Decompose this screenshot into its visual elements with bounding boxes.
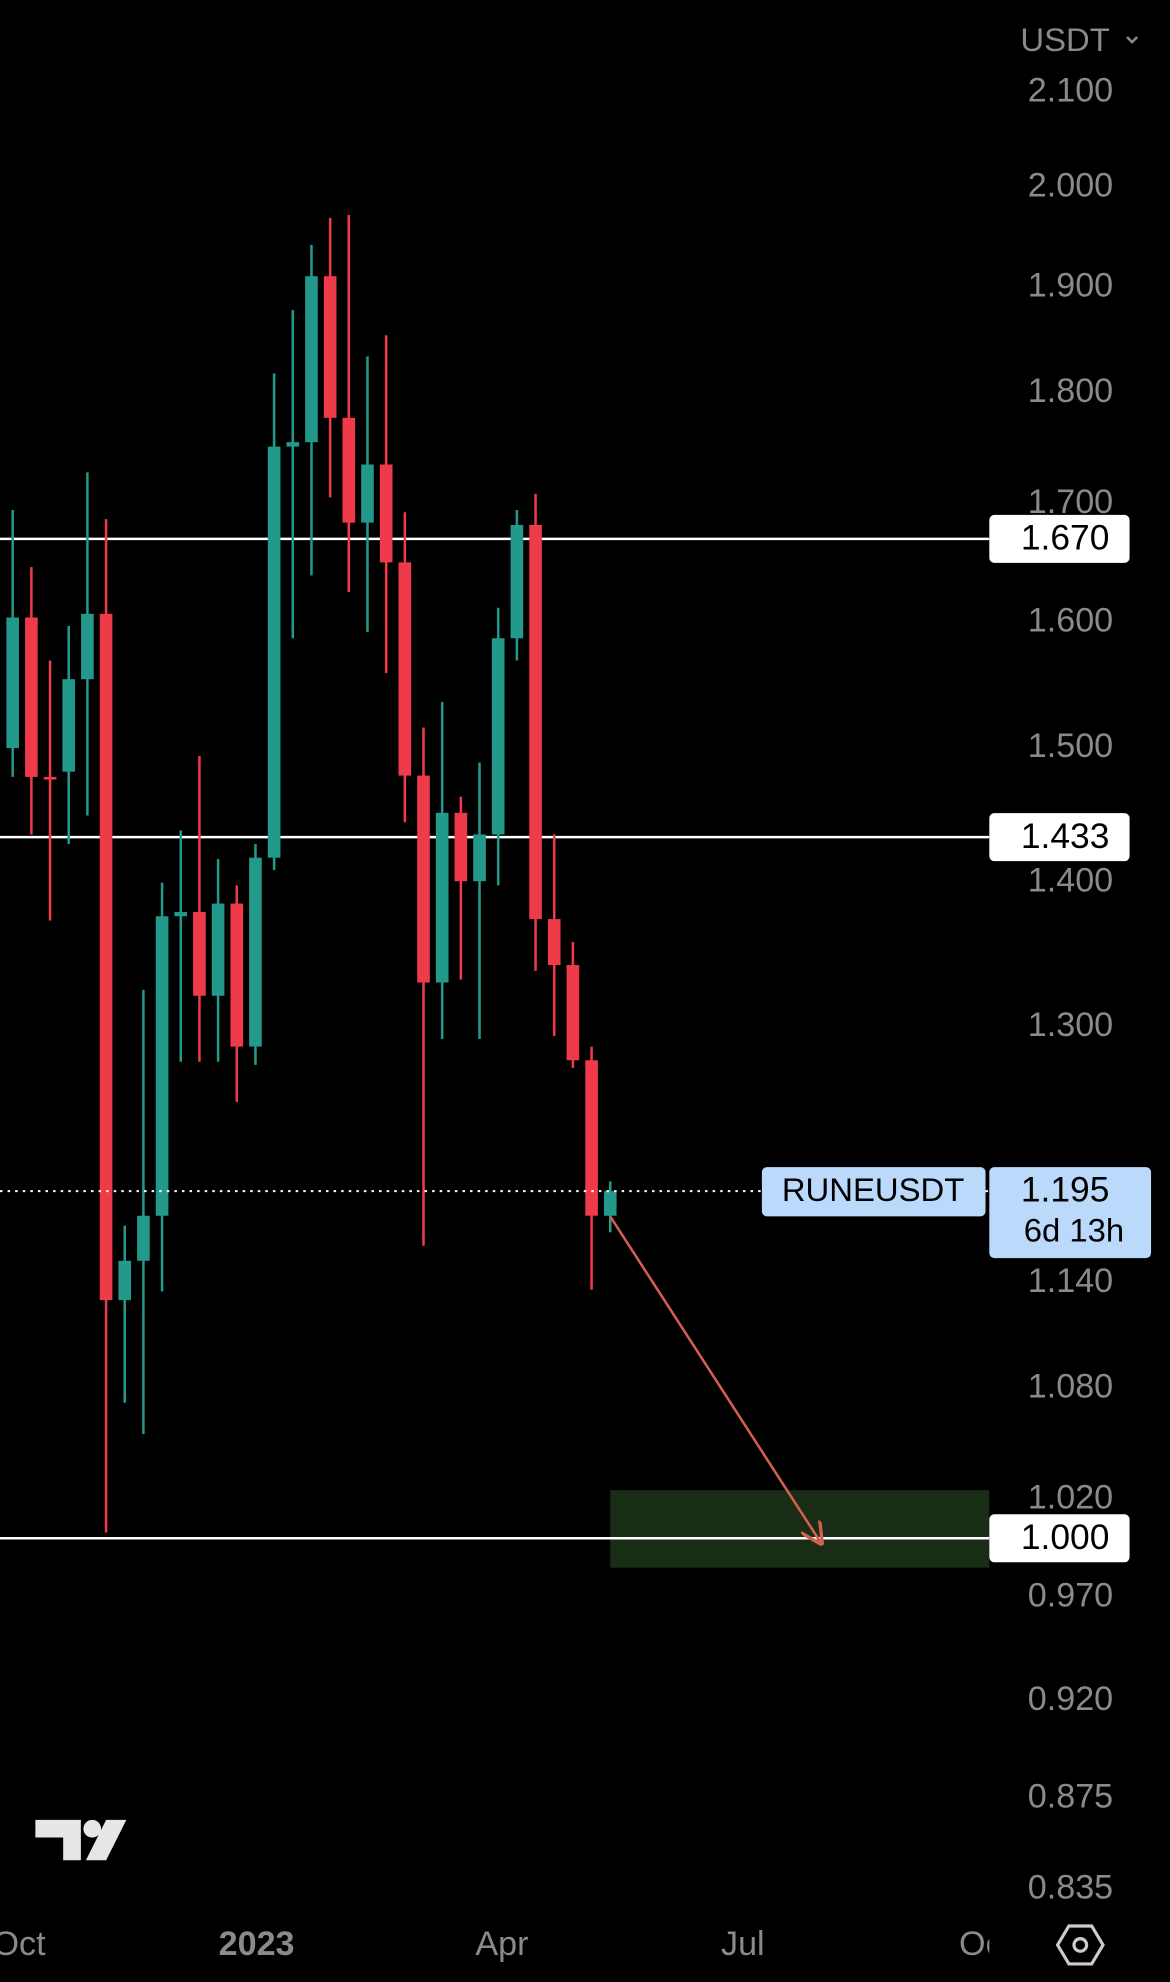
candle-body (286, 442, 300, 447)
currency-label[interactable]: USDT (1020, 21, 1109, 58)
candle-body (305, 276, 318, 443)
x-tick-label: Oct (959, 1925, 1013, 1963)
countdown-label: 6d 13h (1024, 1211, 1124, 1248)
price-label: 1.195 (1021, 1171, 1110, 1210)
candle-body (193, 912, 206, 996)
symbol-label: RUNEUSDT (782, 1171, 964, 1208)
level-label-box (989, 813, 1130, 862)
level-label-box (989, 514, 1130, 563)
candle-body (417, 775, 430, 983)
candle-body (155, 916, 169, 1216)
x-tick-label: Oct (0, 1925, 46, 1963)
candle-body (566, 965, 580, 1061)
candle-body (6, 617, 20, 749)
y-tick-label: 0.920 (1028, 1680, 1113, 1718)
level-label: 1.670 (1021, 519, 1110, 558)
tv-logo (35, 1819, 127, 1861)
y-tick-label: 2.000 (1028, 167, 1113, 205)
x-tick-label: Apr (475, 1925, 528, 1963)
y-tick-label: 1.300 (1028, 1006, 1113, 1044)
y-tick-label: 1.080 (1028, 1367, 1113, 1405)
level-label: 1.433 (1021, 817, 1110, 856)
y-tick-label: 0.875 (1028, 1778, 1113, 1816)
candle-body (267, 446, 281, 858)
settings-icon[interactable] (1055, 1924, 1105, 1966)
y-axis: 2.100 2.000 1.900 1.800 1.700 1.600 1.500 1.400… (1028, 71, 1113, 1906)
y-tick-label: 1.600 (1028, 601, 1113, 639)
x-tick-label: 2023 (219, 1925, 295, 1963)
candle-body (510, 524, 524, 639)
candle-body (230, 903, 244, 1047)
y-tick-label: 1.800 (1028, 372, 1113, 410)
y-tick-label: 1.500 (1028, 727, 1113, 765)
candle-body (473, 834, 486, 882)
level-label: 1.000 (1021, 1518, 1110, 1557)
candle-body (43, 776, 57, 780)
candle-body (491, 638, 505, 835)
candle-body (585, 1060, 598, 1216)
level-label-box (989, 1514, 1130, 1563)
candle-body (603, 1191, 617, 1216)
y-tick-label: 1.900 (1028, 266, 1113, 304)
candle-body (81, 613, 94, 680)
candle-body (99, 613, 113, 1301)
y-tick-label: 0.970 (1028, 1577, 1113, 1615)
currency-chevron[interactable] (1126, 36, 1139, 44)
candle-body (529, 524, 542, 920)
candle-body (361, 464, 374, 523)
candle-body (249, 857, 262, 1047)
y-tick-label: 0.835 (1028, 1869, 1113, 1907)
candle-body (174, 912, 188, 917)
candle-body (137, 1215, 150, 1261)
x-tick-label: Jul (721, 1925, 765, 1963)
candle-body (398, 562, 412, 776)
candle-body (25, 617, 38, 777)
candle-body (62, 679, 76, 772)
symbol-box (761, 1167, 986, 1217)
candle-body (118, 1260, 132, 1301)
y-tick-label: 1.020 (1028, 1479, 1113, 1517)
y-tick-label: 2.100 (1028, 71, 1113, 109)
candle-body (211, 903, 225, 996)
candle-body (547, 919, 561, 966)
price-box (989, 1167, 1152, 1259)
y-tick-label: 1.140 (1028, 1262, 1113, 1300)
projection-arrow (609, 1215, 821, 1543)
target-zone (610, 1490, 990, 1568)
plot-area: Oct 2023 Apr Jul Oct (0, 214, 1013, 1963)
candle-body (342, 417, 356, 523)
candle-body (323, 276, 337, 418)
candle-body (379, 464, 393, 563)
candle-body (435, 812, 449, 983)
y-tick-label: 1.700 (1028, 483, 1113, 521)
y-tick-label: 1.400 (1028, 862, 1113, 900)
candle-body (454, 812, 468, 882)
